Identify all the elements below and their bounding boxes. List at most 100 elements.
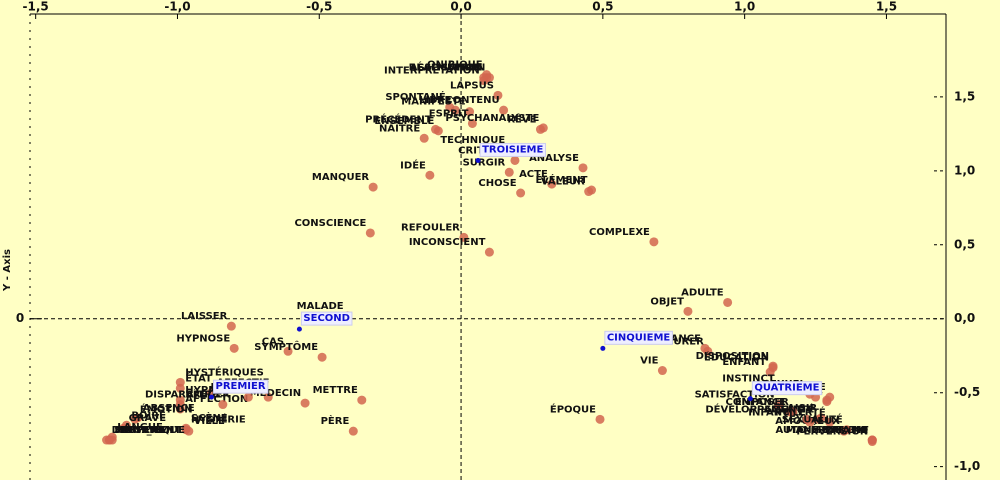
word-label: SPONTANÉ (385, 90, 446, 103)
word-label: ÉTAT (185, 371, 212, 384)
word-label: HYPNOSE (176, 333, 230, 344)
word-point (133, 413, 143, 423)
word-label: SCÈNE (191, 411, 228, 424)
word-point (467, 118, 477, 128)
word-point (538, 123, 548, 133)
word-point (805, 417, 815, 427)
word-label: SATISFACTION (695, 390, 775, 401)
word-point (493, 90, 503, 100)
word-label: INSTINCT (722, 373, 775, 384)
word-label: OBJET (650, 296, 684, 307)
word-point (510, 155, 520, 165)
word-label: VIE (640, 356, 658, 367)
x-tick-label: -1,5 (23, 0, 49, 14)
word-label: NAÎTRE (379, 121, 420, 134)
word-label: VILLE (194, 416, 225, 427)
y-tick-label: 0,0 (954, 311, 975, 325)
word-label: REFOULER (401, 222, 460, 233)
word-label: LANGUE (117, 422, 163, 433)
word-point (683, 306, 693, 316)
word-label: MALADE (297, 301, 344, 312)
word-label: ASSOCIATION (410, 63, 486, 74)
word-label: SEXUALITÉ (782, 413, 843, 426)
group-label: SECOND (303, 313, 350, 324)
x-tick-label: -0,5 (306, 0, 332, 14)
x-tick-label: 0,5 (592, 0, 613, 14)
x-tick-label: 0,0 (450, 0, 471, 14)
word-point (365, 228, 375, 238)
word-label: DÉVELOPPEMENT (705, 402, 803, 415)
word-label: ENFANCE (735, 397, 786, 408)
word-point (788, 407, 798, 417)
word-label: AFFECTION (185, 394, 248, 405)
word-point (657, 366, 667, 376)
word-point (226, 321, 236, 331)
word-label: TECHNIQUE (440, 135, 505, 146)
word-point (516, 188, 526, 198)
word-label: ACTE (519, 169, 548, 180)
word-point (175, 404, 185, 414)
word-label: RÊVE (507, 112, 536, 125)
group-point (600, 345, 606, 351)
word-label: MÉPRIS (437, 61, 480, 74)
word-label: CONTENU (445, 95, 499, 106)
word-point (504, 167, 514, 177)
word-point (300, 398, 310, 408)
word-point (283, 346, 293, 356)
word-label: MANIFESTATIO (786, 425, 869, 436)
y-tick-label: 1,5 (954, 89, 975, 103)
word-label: CAS (262, 336, 284, 347)
word-label: ÉPOQUE (550, 402, 596, 415)
word-label: PSYCHANALYSTE (445, 113, 539, 124)
word-label: PÈRE (321, 414, 350, 427)
word-label: SYMPTÔME (254, 340, 318, 353)
word-point (547, 179, 557, 189)
word-label: SURGIR (463, 157, 506, 168)
word-point (450, 105, 460, 115)
word-point (243, 392, 253, 402)
word-label: ÉMOTION (140, 402, 193, 415)
word-point (368, 182, 378, 192)
word-point (107, 435, 117, 445)
word-point (842, 425, 852, 435)
word-label: ENFANT (722, 357, 766, 368)
word-label: ÉDUCATION (704, 351, 769, 364)
word-point (465, 107, 475, 117)
y-tick-label: 1,0 (954, 163, 975, 177)
word-label: BREUER (185, 390, 230, 401)
y-axis-label: Y - Axis (2, 249, 13, 292)
word-label: LAISSER (181, 311, 228, 322)
group-point (208, 394, 214, 400)
word-point (723, 297, 733, 307)
word-point (499, 105, 509, 115)
word-point (765, 367, 775, 377)
group-point (475, 157, 481, 163)
word-point (348, 426, 358, 436)
word-point (119, 423, 129, 433)
x-tick-label: 1,0 (734, 0, 755, 14)
word-label: RÉALISATION (409, 61, 483, 74)
group-label-box (751, 381, 823, 396)
word-point (825, 417, 835, 427)
word-label: INFANTILE (748, 407, 806, 418)
word-label: CHOSE (478, 178, 516, 189)
word-label: DROIT_AMI (112, 425, 173, 436)
word-label: COMPOSER (726, 397, 790, 408)
word-label: ACTIVITÉ (764, 402, 815, 415)
word-label: HYSTÉRIE (191, 413, 246, 426)
word-label: ABSENCE (143, 403, 195, 414)
word-label: VALEUR (541, 177, 585, 188)
word-point (484, 73, 494, 83)
word-label: BOIRE (131, 410, 166, 421)
word-point (459, 232, 469, 242)
word-point (357, 395, 367, 405)
word-point (218, 400, 228, 410)
word-label: COMPLEXE (589, 227, 650, 238)
word-point (578, 163, 588, 173)
word-label: INTERPRÉTATION (384, 64, 480, 77)
word-label: MONUMENT (114, 425, 181, 436)
group-point (747, 396, 753, 402)
word-label: ESPRIT (429, 108, 469, 119)
